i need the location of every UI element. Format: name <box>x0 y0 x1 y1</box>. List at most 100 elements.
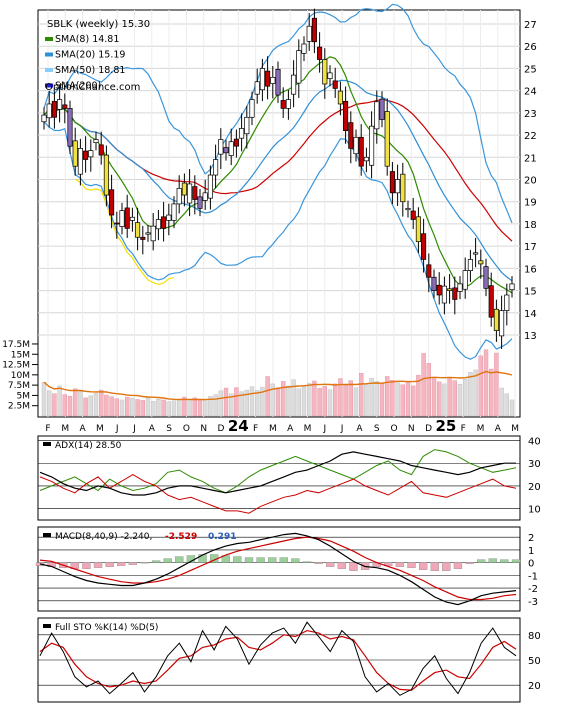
x-tick-label: J <box>322 424 326 434</box>
chart-title: SBLK (weekly) 15.30 <box>47 19 150 30</box>
candle-body <box>405 208 411 211</box>
macd-label: MACD(8,40,9) -2.240, <box>55 532 152 542</box>
volume-bar <box>67 396 73 417</box>
macd-histogram-bar <box>407 562 416 568</box>
volume-bar <box>317 388 322 417</box>
volume-bar <box>348 380 353 417</box>
candle-body <box>114 222 120 225</box>
adx-plus-di-line <box>39 449 517 494</box>
overlay-lines <box>43 3 513 360</box>
macd-histogram-bar <box>175 556 184 563</box>
volume-bar <box>41 382 47 417</box>
candle-body <box>327 72 333 79</box>
volume-bar <box>109 396 114 417</box>
x-tick-label: D <box>425 424 432 434</box>
macd-histogram-bar <box>430 562 439 571</box>
sto-label: Full STO %K(14) %D(5) <box>55 623 158 633</box>
candle-body <box>499 310 505 337</box>
volume-bar <box>265 376 270 417</box>
adx-label: ADX(14) 28.50 <box>55 441 122 451</box>
volume-bar <box>72 388 78 417</box>
x-tick-label: M <box>304 424 312 434</box>
x-tick-label: N <box>408 424 415 434</box>
candle-body <box>483 266 489 289</box>
candle-body <box>228 141 234 156</box>
candle-body <box>280 100 286 109</box>
volume-bar <box>452 380 457 417</box>
volume-bar <box>426 363 431 417</box>
price-tick-label: 20 <box>524 176 537 187</box>
macd-histogram-bar <box>268 557 277 563</box>
volume-bar <box>182 396 187 417</box>
x-tick-label: A <box>495 424 502 434</box>
candle-body <box>103 154 109 196</box>
volume-bar <box>338 378 343 417</box>
volume-bar <box>322 386 327 417</box>
price-tick-label: 14 <box>524 309 537 320</box>
candle-body <box>62 104 68 109</box>
volume-tick-label: 10M <box>11 371 30 381</box>
candle-body <box>213 159 219 176</box>
candle-body <box>171 203 177 221</box>
bollinger-upper-line <box>43 3 513 224</box>
macd-histogram-bar <box>233 556 242 563</box>
volume-bar <box>390 379 395 417</box>
volume-bar <box>478 355 483 417</box>
candle-body <box>509 283 515 291</box>
candle-body <box>270 76 276 84</box>
macd-histogram-bar <box>291 558 300 563</box>
candle-body <box>239 128 245 139</box>
candle-body <box>379 98 385 120</box>
volume-bar <box>260 386 265 417</box>
volume-bar <box>359 372 364 417</box>
volume-bar <box>156 398 161 417</box>
sto-tick-label: 50 <box>528 656 541 667</box>
legend-label: SMA(200) <box>55 81 101 92</box>
volume-bar <box>327 389 333 417</box>
candle-body <box>441 285 447 304</box>
volume-bar <box>353 387 359 417</box>
candle-body <box>57 99 63 110</box>
adx-panel <box>37 435 521 521</box>
candle-body <box>374 101 380 130</box>
x-tick-label: F <box>253 424 258 434</box>
candle-body <box>410 210 416 220</box>
candle-body <box>504 294 510 311</box>
macd-tick-label: -1 <box>528 571 538 582</box>
candle-body <box>218 139 224 155</box>
adx-tick-label: 30 <box>528 459 541 470</box>
volume-bar <box>286 385 291 417</box>
volume-bar <box>119 399 125 417</box>
volume-bar <box>499 387 504 417</box>
candle-body <box>192 186 198 200</box>
candle-body <box>426 264 432 278</box>
macd-tick-label: 0 <box>528 559 534 570</box>
indicator-lines <box>35 449 521 696</box>
volume-tick-label: 7.5M <box>8 381 30 391</box>
volume-bar <box>52 393 57 417</box>
candle-body <box>233 138 239 147</box>
candle-body <box>150 225 156 242</box>
price-tick-label: 13 <box>524 331 537 342</box>
volume-bar <box>166 401 172 417</box>
legend-swatch <box>45 37 53 41</box>
macd-histogram-bar <box>117 562 126 566</box>
candle-body <box>51 100 57 118</box>
candle-body <box>275 68 281 96</box>
macd-legend-swatch <box>43 533 51 537</box>
candle-body <box>207 174 213 199</box>
candle-body <box>488 285 494 318</box>
price-tick-label: 18 <box>524 220 537 231</box>
x-tick-label: A <box>287 424 294 434</box>
volume-tick-label: 15M <box>11 350 30 360</box>
candle-body <box>452 287 458 300</box>
volume-bar <box>223 387 229 417</box>
volume-bar <box>463 379 468 417</box>
volume-bar <box>150 400 156 417</box>
macd-tick-label: 2 <box>528 533 534 544</box>
volume-bar <box>254 390 260 417</box>
macd-histogram-bar <box>337 562 347 569</box>
legend-label: SMA(8) 14.81 <box>55 34 119 45</box>
parabolic-line <box>74 178 175 286</box>
